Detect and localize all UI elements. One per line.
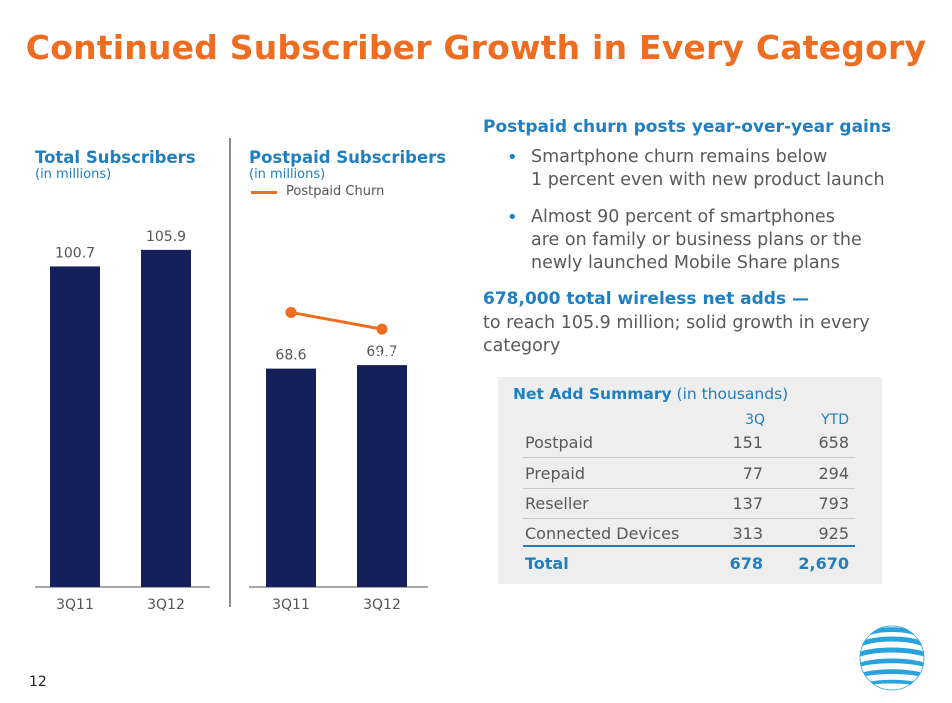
- row-ytd-value: 925: [818, 524, 849, 543]
- churn-line: [290, 310, 383, 331]
- page-number: 12: [29, 674, 47, 690]
- churn-value-label: 1.08%: [360, 348, 404, 364]
- bullet-1: • Smartphone churn remains below 1 perce…: [507, 146, 885, 192]
- postpaid-subscribers-value-label: 69.7: [366, 344, 397, 360]
- row-3q-value: 77: [742, 464, 763, 483]
- bullet-2-line1: Almost 90 percent of smartphones: [531, 207, 835, 227]
- churn-heading: Postpaid churn posts year-over-year gain…: [483, 117, 892, 137]
- row-ytd-value: 294: [818, 464, 849, 483]
- total-subscribers-subtitle: (in millions): [35, 167, 112, 182]
- row-ytd-value: 658: [818, 433, 849, 452]
- total-subscribers-value-label: 105.9: [146, 229, 186, 245]
- table-row: Connected Devices 313 925: [523, 518, 855, 548]
- summary-title-bold: Net Add Summary: [513, 385, 672, 403]
- summary-title: Net Add Summary (in thousands): [513, 385, 788, 403]
- bullet-1-line2: 1 percent even with new product launch: [531, 170, 885, 190]
- bullet-1-dot: •: [507, 147, 518, 168]
- row-3q-value: 137: [732, 494, 763, 513]
- table-row: Prepaid 77 294: [523, 458, 855, 489]
- bullet-2-line3: newly launched Mobile Share plans: [531, 253, 840, 273]
- row-label: Postpaid: [525, 433, 594, 452]
- col-header-3q: 3Q: [745, 412, 765, 428]
- table-total-row: Total 678 2,670: [523, 548, 855, 578]
- bullet-2-dot: •: [507, 207, 518, 228]
- summary-title-rest: (in thousands): [671, 385, 789, 403]
- total-subscribers-bar-3q12: [141, 249, 191, 587]
- postpaid-subscribers-title: Postpaid Subscribers: [249, 148, 447, 167]
- postpaid-subscribers-subtitle: (in millions): [249, 167, 326, 182]
- churn-point: [285, 306, 297, 318]
- total-3q-value: 678: [729, 554, 763, 573]
- total-divider: [523, 545, 855, 547]
- row-ytd-value: 793: [818, 494, 849, 513]
- net-adds-body: to reach 105.9 million; solid growth in …: [483, 313, 870, 356]
- postpaid-subscribers-value-label: 68.6: [275, 348, 306, 364]
- page-title: Continued Subscriber Growth in Every Cat…: [25, 28, 927, 67]
- row-label: Prepaid: [525, 464, 585, 483]
- churn-point: [376, 323, 388, 335]
- total-subscribers-tick-label: 3Q11: [56, 597, 94, 613]
- row-3q-value: 313: [732, 524, 763, 543]
- total-subscribers-title: Total Subscribers: [35, 148, 196, 167]
- table-row: Postpaid 151 658: [523, 427, 855, 458]
- col-header-ytd: YTD: [821, 412, 849, 428]
- total-label: Total: [525, 554, 569, 573]
- table-row: Reseller 137 793: [523, 488, 855, 519]
- net-adds-heading: 678,000 total wireless net adds —: [483, 289, 809, 309]
- churn-legend-label: Postpaid Churn: [286, 184, 385, 199]
- total-subscribers-tick-label: 3Q12: [147, 597, 185, 613]
- churn-legend-swatch: [251, 191, 277, 194]
- row-label: Connected Devices: [525, 524, 680, 543]
- bullet-2-line2: are on family or business plans or the: [531, 230, 862, 250]
- postpaid-subscribers-bar-3q12: [357, 365, 407, 587]
- net-add-summary-table: Net Add Summary (in thousands) 3Q YTD Po…: [498, 377, 882, 584]
- total-subscribers-value-label: 100.7: [55, 245, 95, 261]
- postpaid-subscribers-bar-3q11: [266, 368, 316, 587]
- row-label: Reseller: [525, 494, 589, 513]
- churn-value-label: 1.15%: [269, 331, 313, 347]
- att-globe-logo: [859, 625, 925, 691]
- postpaid-subscribers-tick-label: 3Q11: [272, 597, 310, 613]
- postpaid-subscribers-tick-label: 3Q12: [363, 597, 401, 613]
- bullet-1-line1: Smartphone churn remains below: [531, 147, 828, 167]
- row-3q-value: 151: [732, 433, 763, 452]
- bullet-2: • Almost 90 percent of smartphones are o…: [507, 206, 862, 275]
- total-ytd-value: 2,670: [798, 554, 849, 573]
- total-subscribers-bar-3q11: [50, 266, 100, 587]
